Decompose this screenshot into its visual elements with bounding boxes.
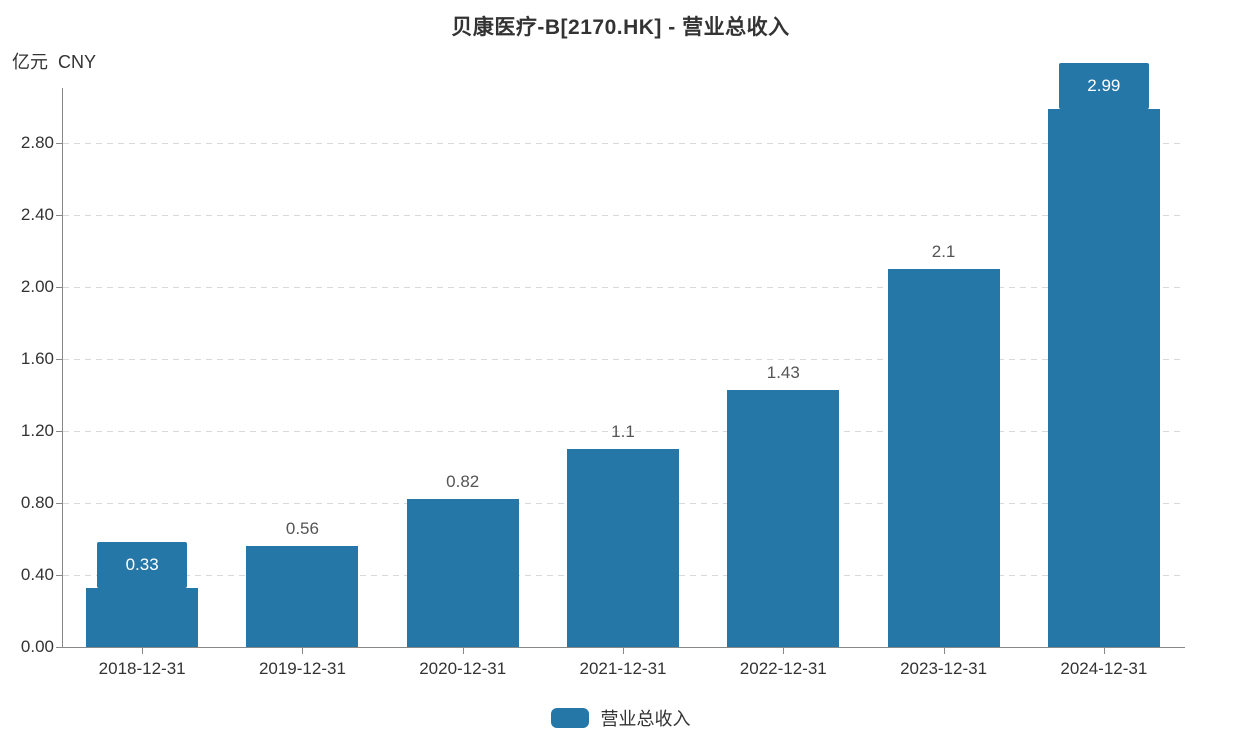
bar[interactable] <box>1047 108 1160 647</box>
bar-value-label-boxed: 2.99 <box>1058 62 1149 109</box>
legend-item-revenue[interactable]: 营业总收入 <box>0 705 1241 731</box>
bar-value-label: 0.56 <box>285 519 319 539</box>
y-axis-label: 0.40 <box>20 565 54 584</box>
y-axis-tick <box>56 143 62 144</box>
y-axis-label: 2.00 <box>20 277 54 296</box>
x-axis-line <box>62 647 1185 648</box>
y-axis-tick <box>56 647 62 648</box>
y-axis-label: 2.80 <box>20 133 54 152</box>
x-axis-tick <box>462 648 464 654</box>
gridline <box>63 359 1184 360</box>
gridline <box>63 431 1184 432</box>
x-axis-tick <box>783 648 785 654</box>
x-axis-label: 2024-12-31 <box>1060 659 1148 678</box>
legend-swatch <box>550 708 589 728</box>
y-axis-tick <box>56 431 62 432</box>
x-axis-tick <box>142 648 144 654</box>
y-axis-tick <box>56 503 62 504</box>
bar[interactable] <box>887 269 1000 647</box>
y-axis-label: 0.80 <box>20 493 54 512</box>
legend-label: 营业总收入 <box>600 709 691 729</box>
y-axis-label: 2.40 <box>20 205 54 224</box>
y-axis-line <box>62 88 63 647</box>
gridline <box>63 143 1184 144</box>
y-axis-tick <box>56 575 62 576</box>
gridline <box>63 287 1184 288</box>
bar-value-label-boxed: 0.33 <box>97 541 188 588</box>
bar[interactable] <box>246 546 359 647</box>
x-axis-label: 2019-12-31 <box>258 659 346 678</box>
y-axis-label: 1.60 <box>20 349 54 368</box>
y-axis-label: 1.20 <box>20 421 54 440</box>
x-axis-label: 2020-12-31 <box>419 659 507 678</box>
bar-value-label: 0.82 <box>446 472 480 492</box>
y-axis-tick <box>56 287 62 288</box>
x-axis-label: 2021-12-31 <box>579 659 667 678</box>
bar[interactable] <box>567 449 679 647</box>
bar-value-label: 1.1 <box>611 422 635 441</box>
bar-value-label: 2.1 <box>931 242 956 261</box>
y-axis-label: 0.00 <box>20 637 54 656</box>
y-axis-tick <box>56 215 62 216</box>
y-axis-unit-label: 亿元 CNY <box>12 52 97 72</box>
bar-value-label: 1.43 <box>766 362 800 382</box>
x-axis-label: 2023-12-31 <box>900 659 988 678</box>
x-axis-tick <box>1103 648 1105 654</box>
bar[interactable] <box>406 499 519 647</box>
chart-title: 贝康医疗-B[2170.HK] - 营业总收入 <box>451 16 790 39</box>
x-axis-label: 2022-12-31 <box>739 659 827 678</box>
x-axis-tick <box>943 648 945 654</box>
gridline <box>63 215 1184 216</box>
bar[interactable] <box>727 389 840 647</box>
y-axis-tick <box>56 359 62 360</box>
x-axis-tick <box>623 648 624 654</box>
bar[interactable] <box>86 587 199 647</box>
x-axis-label: 2018-12-31 <box>98 659 186 678</box>
x-axis-tick <box>302 648 304 654</box>
